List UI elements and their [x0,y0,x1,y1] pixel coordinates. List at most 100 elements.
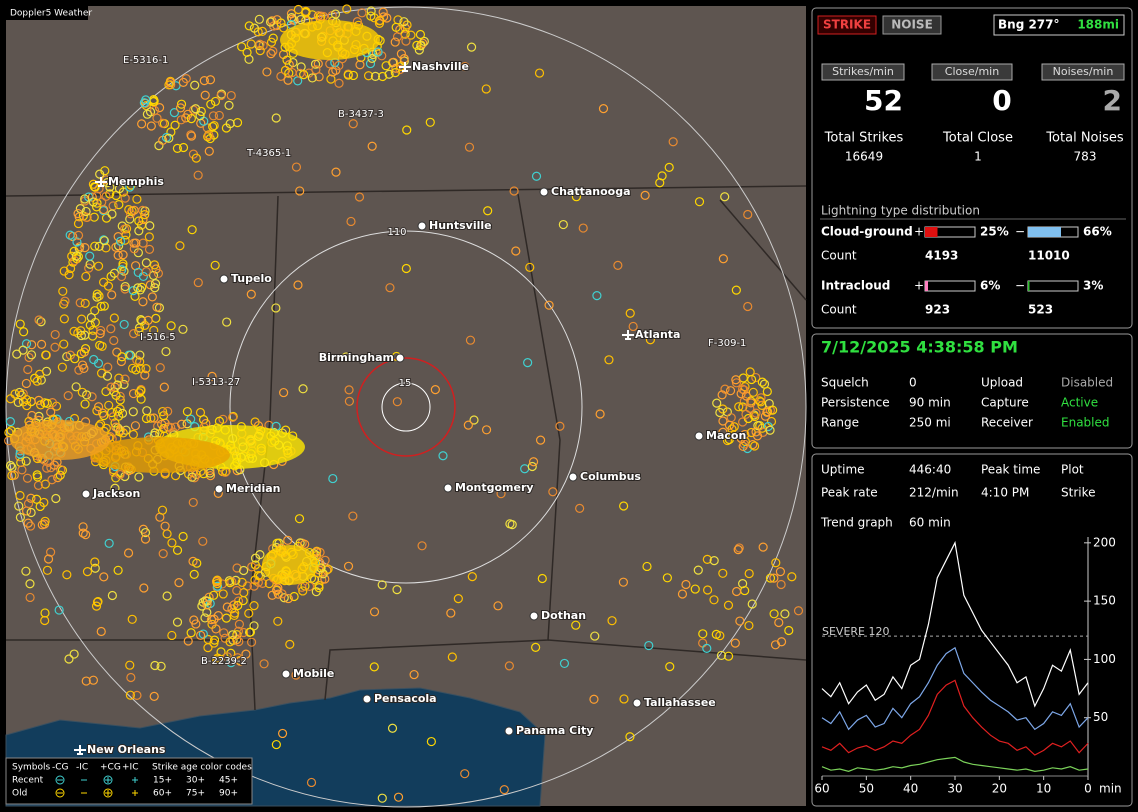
strike-symbol [94,184,104,194]
strike-symbol [746,398,756,408]
strike-symbol [119,319,129,330]
strike-symbol [369,607,380,617]
strike-symbol [748,387,758,397]
x-tick-label: 0 [1084,782,1092,796]
strike-symbol [125,182,135,192]
strike-symbol [334,60,344,71]
strike-symbol [102,371,113,381]
strike-symbol [464,142,475,152]
setting: Squelch [821,376,869,390]
city-label: Panama City [516,724,593,737]
strike-symbol [80,298,90,308]
strike-symbol [344,396,354,406]
strike-symbol [163,406,173,416]
strike-symbol [368,49,378,60]
legend-box [5,757,253,805]
strike-symbol [415,29,426,40]
strike-symbol [91,202,102,212]
strike-symbol [509,186,519,196]
strike-symbol [138,214,148,225]
strike-symbol [460,769,470,779]
strike-symbol [293,280,303,290]
strike-symbol [595,409,605,419]
strike-symbol [18,345,28,355]
strike-symbol [159,423,169,434]
strike-symbol [677,589,688,599]
city-dot [504,726,514,736]
city-label: Jackson [92,487,140,500]
border [547,639,807,661]
strike-symbol [762,386,772,397]
strike-symbol [578,223,588,233]
strike-layer [4,4,804,803]
strike-symbol [419,36,429,46]
strike-symbol [295,186,305,196]
strike-symbol [271,739,281,750]
strike-symbol [177,419,187,429]
strike-symbol [294,514,305,524]
strike-symbol [662,573,672,583]
strike-symbol [209,638,219,648]
strike-symbol [296,14,306,25]
strike-symbol [49,460,59,470]
strike-symbol [314,583,324,593]
strike-symbol [97,408,108,418]
strike-symbol [625,732,635,742]
strike-symbol [148,270,159,281]
strike-symbol [744,620,754,631]
strike-symbol [210,260,220,270]
strike-symbol [129,244,139,254]
strike-symbol [55,470,65,480]
strike-symbol [246,289,256,299]
strike-symbol [276,18,286,28]
setting: 90 min [909,396,951,410]
strike-symbol [575,503,585,513]
strike-symbol [267,16,277,26]
strike-symbol [301,6,311,16]
strike-symbol [377,793,387,803]
strike-symbol [80,194,90,204]
strike-symbol [375,15,385,26]
strike-symbol [370,71,381,82]
strike-symbol [765,573,776,583]
strike-symbol [202,596,212,606]
strike-symbol [681,579,691,590]
count: 4193 [925,249,958,263]
strike-symbol [146,121,156,131]
strike-symbol [5,416,15,427]
strike-symbol [266,49,276,59]
strike-symbol [229,610,239,621]
strike-symbol [174,578,184,588]
total-value: 783 [1074,150,1097,164]
strike-symbol [776,637,787,647]
strike-symbol [117,265,127,275]
strike-symbol [198,536,208,546]
strike-symbol [127,614,137,624]
range-ring [381,382,431,432]
strike-symbol [749,441,760,451]
strike-symbol [106,407,117,418]
noise-button[interactable] [882,15,942,35]
strike-symbol [96,301,106,311]
y-tick-label: 150 [1093,594,1116,608]
strike-symbol [151,264,161,274]
strike-symbol [481,84,491,94]
strike-symbol [249,23,259,33]
strike-symbol [204,146,214,156]
strike-symbol [101,175,111,185]
strike-symbol [161,346,171,357]
strike-symbol [176,115,186,125]
strike-symbol [219,628,229,638]
strike-symbol [741,391,751,401]
strike-symbol [76,326,86,336]
legend-age: 60+ [153,789,172,799]
strike-symbol [463,420,473,430]
strike-symbol [149,260,160,270]
strike-symbol [698,629,708,639]
strike-symbol [115,236,126,246]
x-tick-label: 40 [903,782,918,796]
strike-symbol [245,627,256,637]
strike-symbol [412,40,422,50]
strike-symbol [96,626,106,637]
strike-button[interactable] [817,15,877,35]
